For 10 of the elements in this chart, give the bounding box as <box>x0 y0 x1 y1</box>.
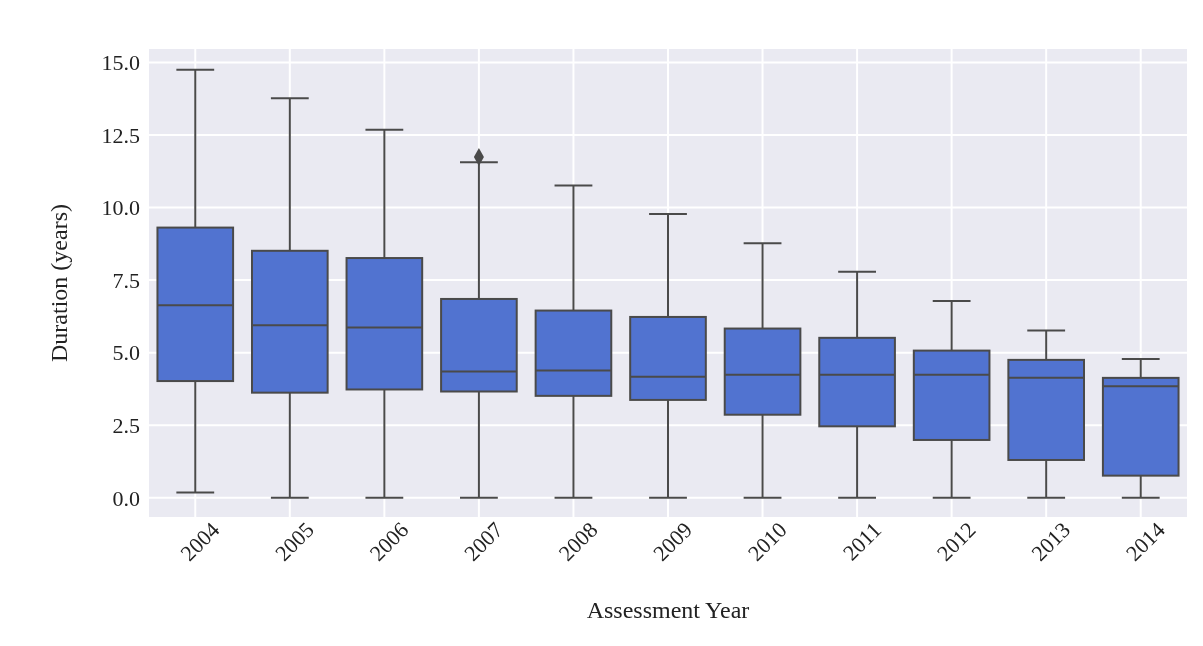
y-tick-label: 12.5 <box>101 122 140 148</box>
y-tick-label: 7.5 <box>112 267 140 293</box>
y-tick-label: 10.0 <box>101 195 140 221</box>
x-tick-label: 2011 <box>837 517 887 566</box>
y-axis-title: Duration (years) <box>45 204 72 362</box>
y-tick-label: 5.0 <box>112 340 140 366</box>
y-tick-label: 0.0 <box>112 485 140 511</box>
y-tick-label: 15.0 <box>101 50 140 76</box>
y-tick-label: 2.5 <box>112 412 140 438</box>
x-axis-title: Assessment Year <box>586 597 750 623</box>
